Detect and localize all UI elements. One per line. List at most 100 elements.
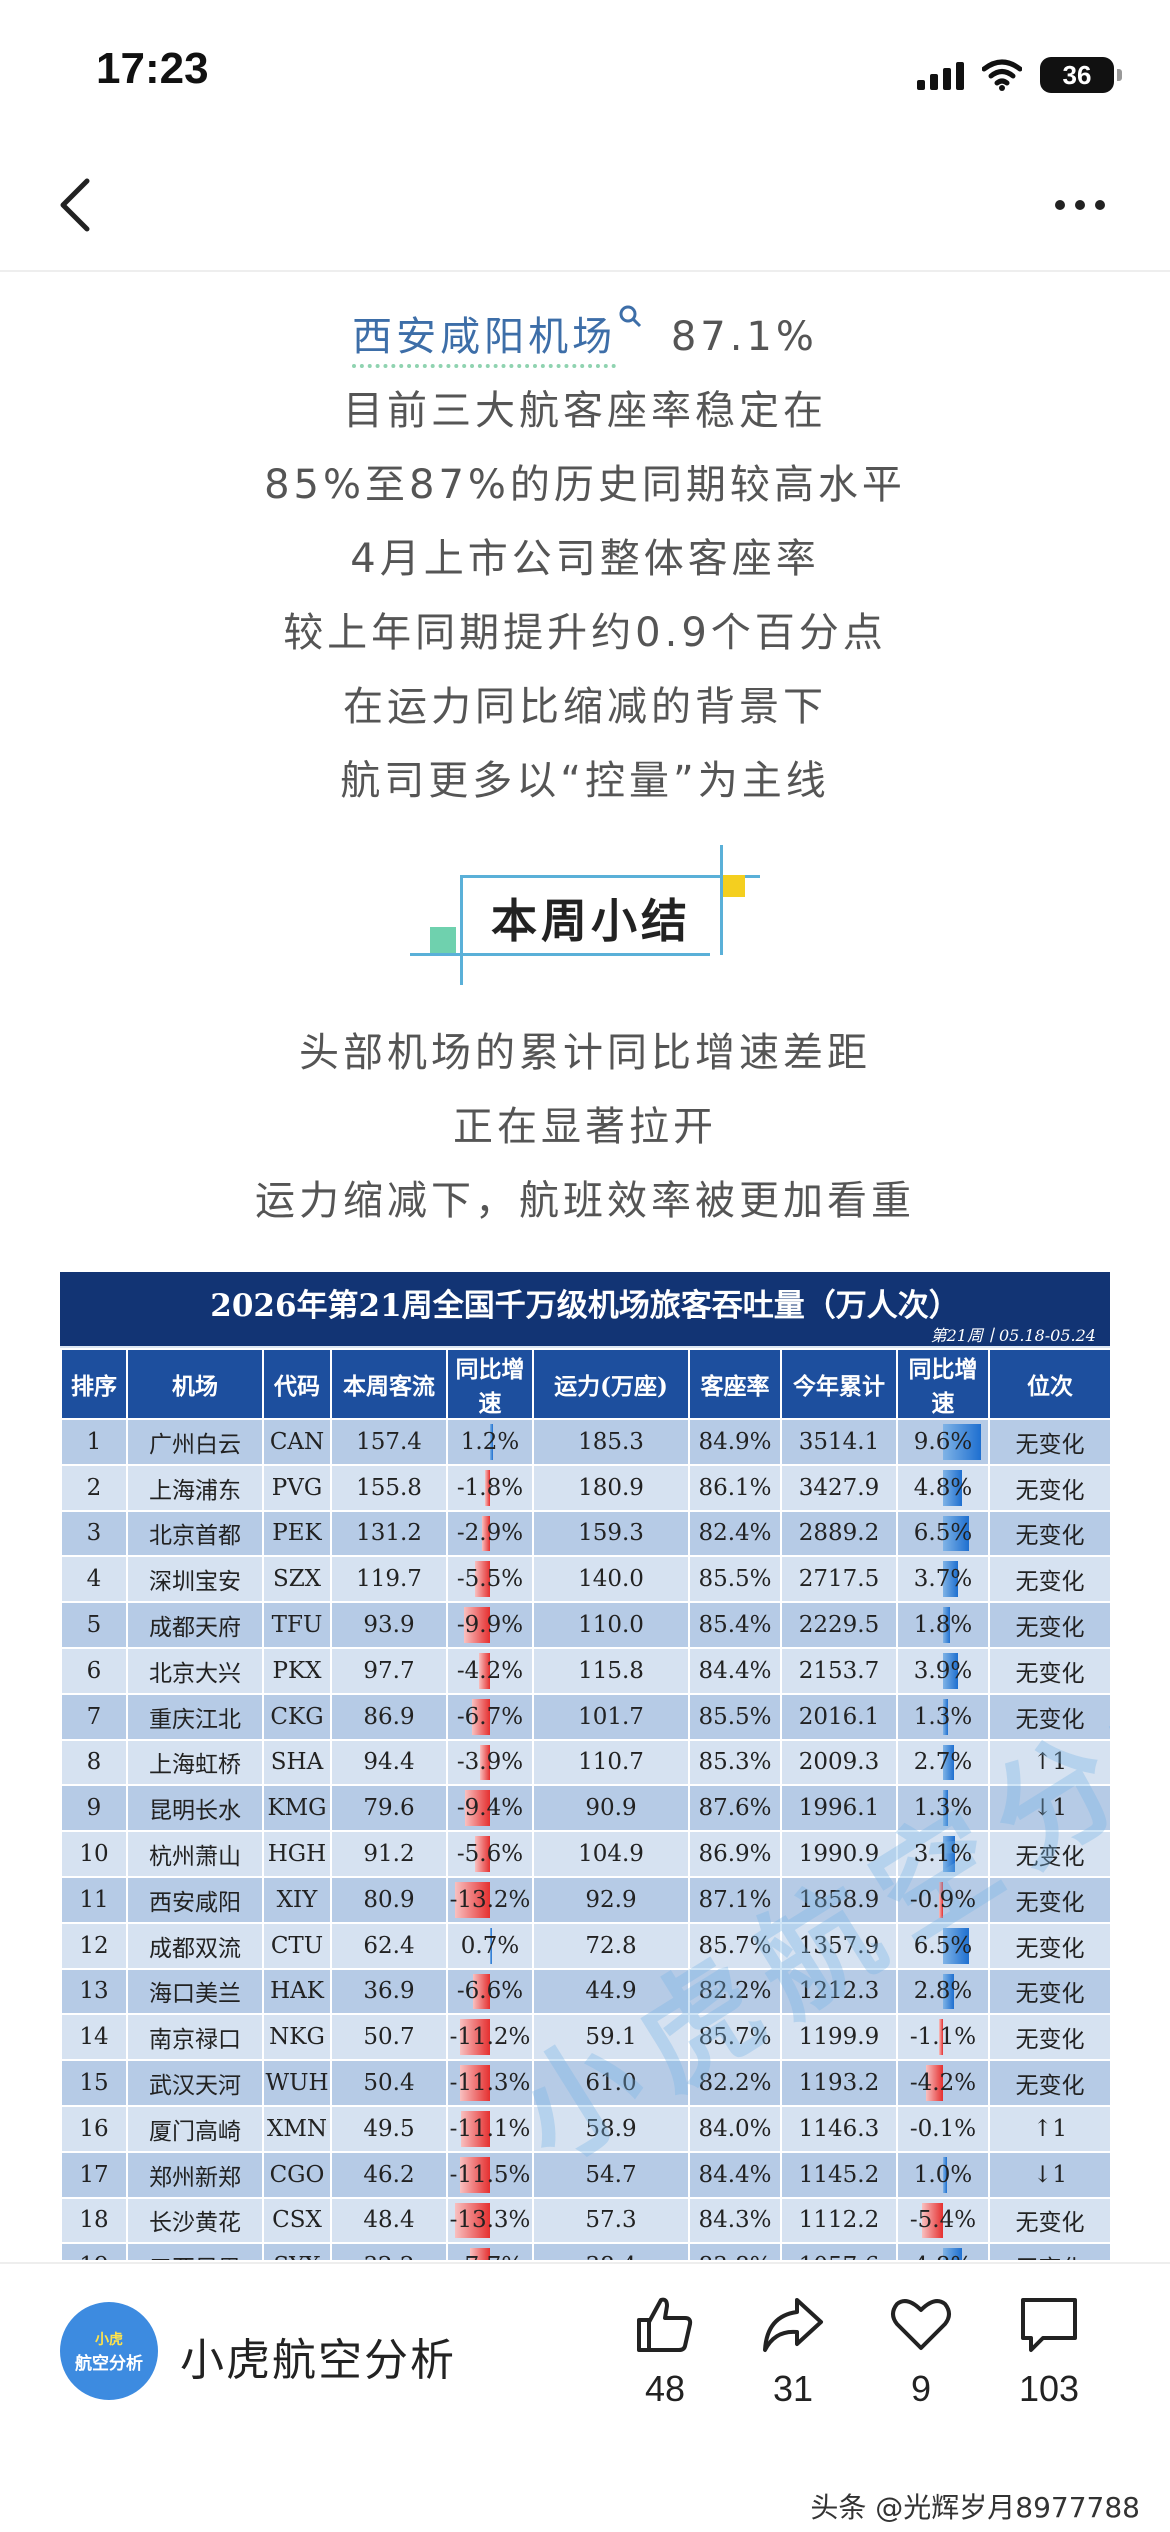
load-factor-cell: 82.4% [688,1509,782,1558]
weekly-yoy-cell: 0.7% [446,1921,534,1970]
status-time: 17:23 [96,44,209,93]
article-line: 85%至87%的历史同期较高水平 [264,462,906,508]
airport-cell: 成都天府 [126,1601,264,1649]
weekly-traffic-cell: 46.2 [330,2150,448,2199]
growth-bar-negative [460,2065,490,2101]
author-avatar[interactable]: 小虎 航空分析 [60,2302,158,2400]
airport-traffic-table: 排序 机场 代码 本周客流 同比增速 运力(万座) 客座率 今年累计 同比增速 位次 1 广州白云 C… [60,1348,1110,2260]
airport-cell: 重庆江北 [126,1692,264,1741]
cumulative-cell: 1357.9 [780,1921,898,1970]
growth-value: 1.3% [913,1703,973,1730]
more-button[interactable] [1040,170,1120,240]
airport-cell: 成都双流 [126,1921,264,1970]
load-factor-cell: 82.2% [688,1967,782,2016]
cumulative-yoy-cell: -0.9% [896,1875,990,1924]
table-row: 7 重庆江北 CKG 86.9 -6.7% 101.7 85.5% 2016.1 1.3% 无变化 [60,1692,1110,1741]
position-change-cell: 无变化 [988,1921,1110,1970]
cumulative-cell: 1193.2 [780,2059,898,2107]
growth-bar-negative [926,2065,943,2101]
code-cell: WUH [262,2059,332,2107]
share-button[interactable]: 31 [738,2294,848,2410]
thumbs-up-icon [637,2297,693,2352]
growth-value: -6.7% [456,1703,524,1730]
airport-traffic-table-image[interactable]: 2026年第21周全国千万级机场旅客吞吐量（万人次） 第21周丨05.18-05… [60,1272,1110,2260]
position-change-cell: 无变化 [988,1875,1110,1924]
airport-cell: 西安咸阳 [126,1875,264,1924]
load-factor-cell: 87.6% [688,1784,782,1833]
comment-button[interactable]: 103 [994,2294,1104,2410]
cumulative-cell: 2889.2 [780,1509,898,1558]
growth-value: 1.0% [913,2161,973,2188]
growth-bar-negative [469,2248,490,2260]
load-factor-cell: 85.3% [688,1738,782,1787]
comment-count: 103 [1018,2368,1080,2409]
cumulative-yoy-cell: 1.8% [896,1601,990,1649]
summary-line: 运力缩减下，航班效率被更加看重 [255,1178,915,1224]
weekly-traffic-cell: 50.4 [330,2059,448,2107]
load-factor-cell: 85.7% [688,1921,782,1970]
favorite-button[interactable]: 9 [866,2294,976,2410]
cumulative-yoy-cell: 1.3% [896,1692,990,1741]
table-row: 11 西安咸阳 XIY 80.9 -13.2% 92.9 87.1% 1858.9 -0.9% 无… [60,1875,1110,1924]
article-line: 4月上市公司整体客座率 [350,536,820,582]
chevron-left-icon [60,178,90,232]
decor-square [430,927,456,953]
table-row: 5 成都天府 TFU 93.9 -9.9% 110.0 85.4% 2229.5 1.8% 无变化 [60,1601,1110,1649]
column-header: 今年累计 [780,1348,898,1420]
growth-bar-positive [943,1652,959,1689]
table-row: 3 北京首都 PEK 131.2 -2.9% 159.3 82.4% 2889.2 6.5% 无变… [60,1509,1110,1558]
table-row: 15 武汉天河 WUH 50.4 -11.3% 61.0 82.2% 1193.2 -4.2% 无… [60,2059,1110,2107]
like-button[interactable]: 48 [610,2294,720,2410]
code-cell: CSX [262,2196,332,2245]
airport-cell: 北京大兴 [126,1646,264,1695]
cumulative-cell: 2009.3 [780,1738,898,1787]
code-cell: NKG [262,2013,332,2062]
capacity-cell: 72.8 [532,1921,690,1970]
growth-bar-negative [454,2202,490,2239]
position-change-cell: 无变化 [988,1509,1110,1558]
cumulative-cell: 1858.9 [780,1875,898,1924]
growth-value: -2.9% [456,1520,524,1547]
cumulative-yoy-cell: 1.3% [896,1784,990,1833]
cumulative-yoy-cell: 2.7% [896,1738,990,1787]
growth-bar-negative [485,1469,490,1506]
position-change-cell: 无变化 [988,2059,1110,2107]
position-change-cell: 无变化 [988,1418,1110,1466]
table-row: 8 上海虹桥 SHA 94.4 -3.9% 110.7 85.3% 2009.3 2.7% ↑1 [60,1738,1110,1787]
table-header-row: 排序 机场 代码 本周客流 同比增速 运力(万座) 客座率 今年累计 同比增速 位次 [60,1348,1110,1420]
cumulative-yoy-cell: 3.7% [896,1555,990,1604]
share-count: 31 [772,2368,814,2409]
weekly-traffic-cell: 49.5 [330,2104,448,2153]
position-change-cell: 无变化 [988,1830,1110,1878]
growth-value: 3.9% [913,1657,973,1684]
cumulative-cell: 2153.7 [780,1646,898,1695]
author-name[interactable]: 小虎航空分析 [180,2335,456,2386]
growth-value: -4.2% [456,1657,524,1684]
capacity-cell: 115.8 [532,1646,690,1695]
position-change-cell: ↑1 [988,2104,1110,2153]
capacity-cell: 59.1 [532,2013,690,2062]
airport-rate-line: 西安咸阳机场 87.1% [0,304,1170,368]
position-change-cell: 无变化 [988,1692,1110,1741]
decor-square [723,875,745,897]
back-button[interactable] [40,170,110,240]
growth-value: -11.2% [449,2024,531,2051]
growth-value: 2.7% [913,1749,973,1776]
status-bar: 17:23 36 [0,0,1170,140]
position-change-cell: ↓1 [988,1784,1110,1833]
weekly-traffic-cell: 157.4 [330,1418,448,1466]
table-week: 第21周丨05.18-05.24 [930,1326,1096,1345]
rank-cell: 17 [60,2150,128,2199]
airport-search-link[interactable]: 西安咸阳机场 [352,314,617,368]
table-row: 6 北京大兴 PKX 97.7 -4.2% 115.8 84.4% 2153.7 3.9% 无变化 [60,1646,1110,1695]
code-cell: SYX [262,2242,332,2260]
rank-cell: 10 [60,1830,128,1878]
weekly-yoy-cell: -11.5% [446,2150,534,2199]
growth-value: -3.9% [456,1749,524,1776]
airport-cell: 厦门高崎 [126,2104,264,2153]
weekly-yoy-cell: -1.8% [446,1463,534,1512]
growth-value: 3.7% [913,1566,973,1593]
weekly-yoy-cell: -2.9% [446,1509,534,1558]
capacity-cell: 54.7 [532,2150,690,2199]
table-row: 10 杭州萧山 HGH 91.2 -5.6% 104.9 86.9% 1990.9 3.1% 无变… [60,1830,1110,1878]
